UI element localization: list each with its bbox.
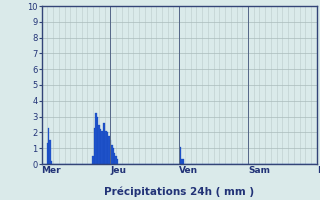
Bar: [111, 145, 113, 164]
Text: Sam: Sam: [248, 166, 270, 175]
Bar: [104, 123, 105, 164]
Bar: [183, 159, 184, 164]
Bar: [50, 140, 51, 164]
Bar: [51, 161, 52, 164]
Bar: [102, 123, 104, 164]
Bar: [116, 156, 117, 164]
Bar: [47, 143, 48, 164]
Text: Précipitations 24h ( mm ): Précipitations 24h ( mm ): [104, 186, 254, 197]
Bar: [110, 140, 111, 164]
Bar: [105, 131, 107, 164]
Bar: [101, 131, 102, 164]
Bar: [117, 159, 118, 164]
Bar: [107, 132, 108, 164]
Bar: [97, 117, 98, 164]
Bar: [181, 159, 183, 164]
Bar: [95, 113, 97, 164]
Bar: [98, 124, 100, 164]
Bar: [100, 129, 101, 164]
Text: Jeu: Jeu: [110, 166, 126, 175]
Bar: [113, 148, 114, 164]
Bar: [114, 153, 116, 164]
Bar: [108, 136, 110, 164]
Bar: [48, 128, 50, 164]
Text: D: D: [317, 166, 320, 175]
Text: Ven: Ven: [179, 166, 198, 175]
Bar: [92, 156, 94, 164]
Bar: [94, 128, 95, 164]
Bar: [180, 147, 181, 164]
Text: Mer: Mer: [42, 166, 61, 175]
